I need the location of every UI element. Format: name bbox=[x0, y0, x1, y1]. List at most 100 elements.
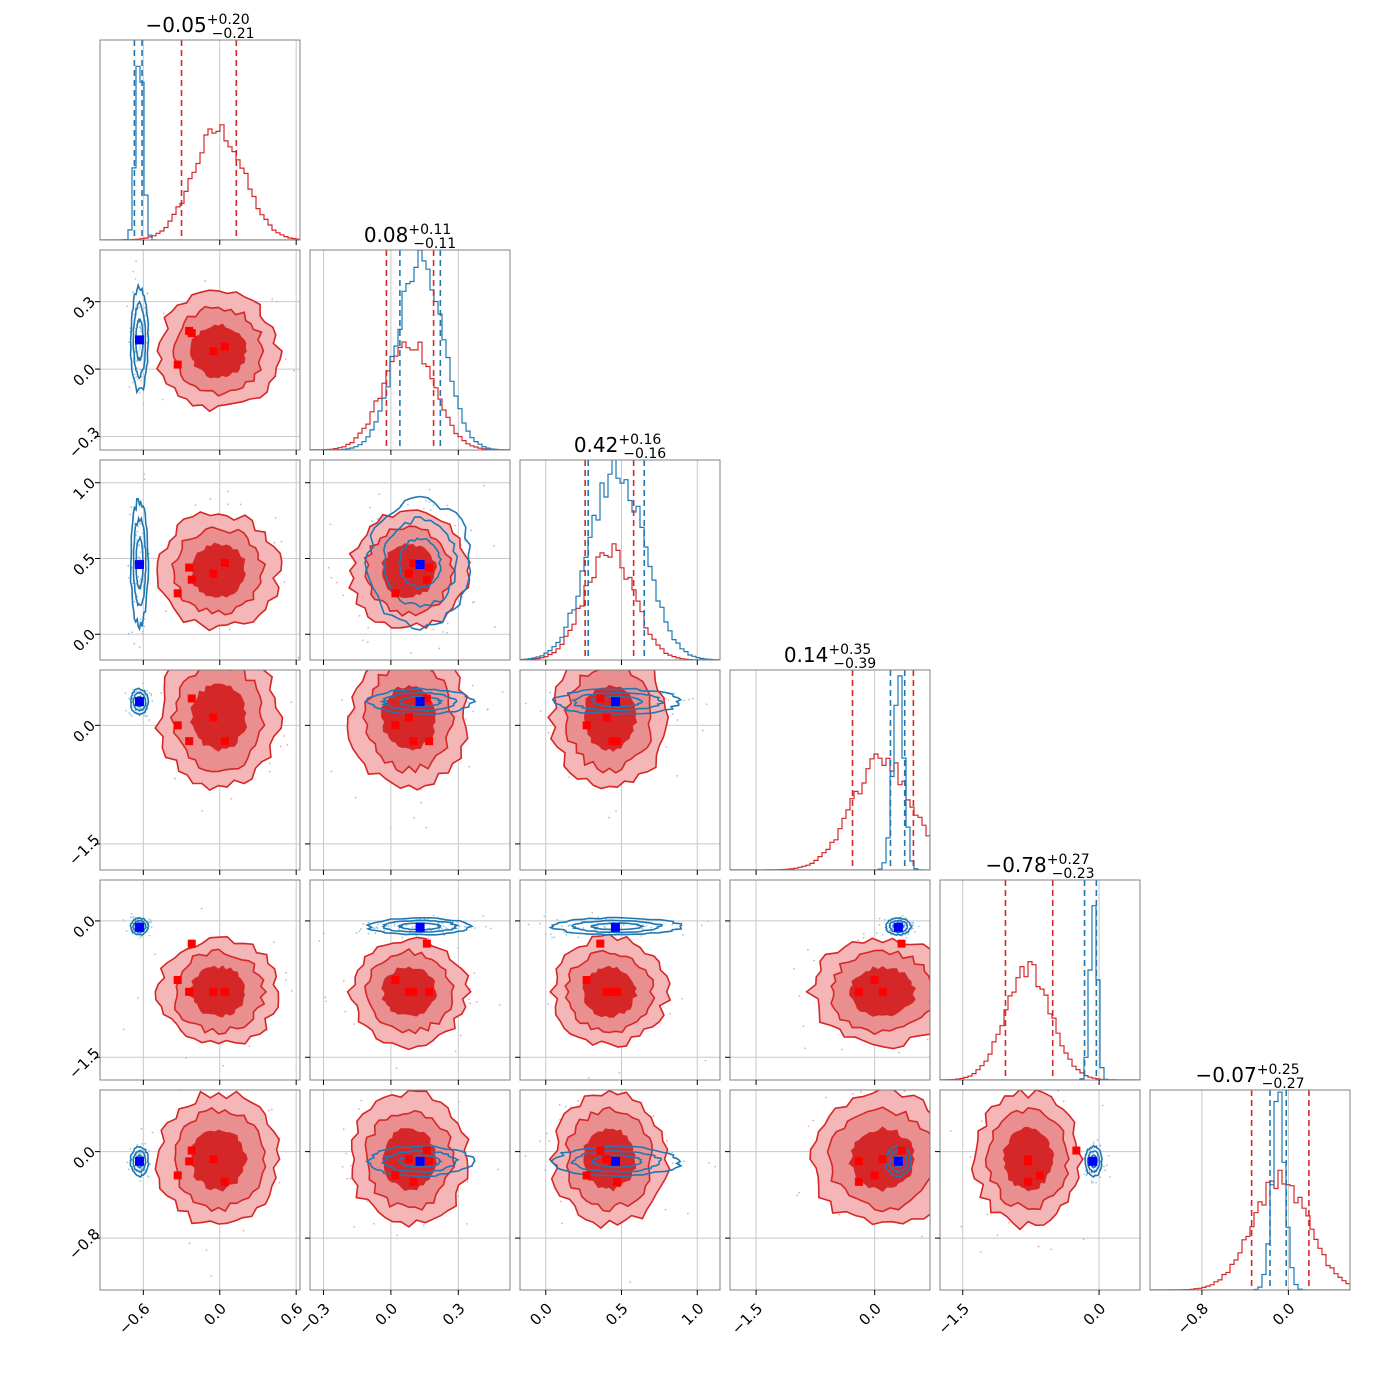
blue-sample-dot bbox=[142, 402, 145, 405]
red-sample-dot bbox=[1008, 1221, 1011, 1224]
red-sample-dot bbox=[377, 923, 379, 926]
red-sample-dot bbox=[367, 626, 370, 629]
red-marker bbox=[391, 976, 400, 984]
title-value: 0.42 bbox=[574, 433, 619, 457]
red-sample-dot bbox=[1091, 1181, 1093, 1184]
hist-panel-2: 0.42+0.16 −0.16 bbox=[519, 432, 721, 665]
blue-histogram bbox=[1150, 1091, 1350, 1290]
blue-sample-dot bbox=[671, 1151, 674, 1154]
red-marker bbox=[185, 326, 194, 335]
title-value: 0.14 bbox=[784, 643, 829, 667]
blue-sample-dot bbox=[714, 1165, 717, 1168]
blue-sample-dot bbox=[135, 376, 138, 378]
red-sample-dot bbox=[335, 581, 338, 584]
blue-sample-dot bbox=[138, 544, 141, 547]
red-sample-dot bbox=[920, 1235, 923, 1238]
blue-sample-dot bbox=[132, 291, 134, 294]
red-sample-dot bbox=[1037, 1245, 1040, 1248]
title-value: −0.78 bbox=[985, 853, 1046, 877]
blue-marker bbox=[415, 697, 425, 707]
blue-contour-3 bbox=[590, 922, 646, 931]
red-marker bbox=[391, 721, 400, 730]
blue-sample-dot bbox=[369, 506, 372, 509]
blue-sample-dot bbox=[373, 927, 376, 930]
blue-sample-dot bbox=[134, 709, 137, 712]
red-sample-dot bbox=[341, 1165, 344, 1168]
red-sample-dot bbox=[273, 541, 276, 544]
blue-sample-dot bbox=[640, 927, 643, 930]
red-sample-dot bbox=[558, 1104, 561, 1106]
blue-sample-dot bbox=[683, 1160, 685, 1163]
red-marker bbox=[185, 563, 194, 572]
red-sample-dot bbox=[273, 941, 276, 944]
red-marker bbox=[870, 976, 879, 984]
blue-sample-dot bbox=[137, 575, 140, 578]
blue-sample-dot bbox=[473, 927, 476, 929]
red-sample-dot bbox=[804, 1047, 807, 1050]
blue-sample-dot bbox=[146, 715, 149, 717]
red-sample-dot bbox=[704, 1059, 707, 1062]
blue-sample-dot bbox=[1092, 1147, 1095, 1150]
blue-sample-dot bbox=[470, 529, 473, 532]
title-plus: +0.11 bbox=[408, 222, 451, 238]
red-sample-dot bbox=[608, 816, 610, 819]
blue-sample-dot bbox=[138, 936, 141, 939]
blue-sample-dot bbox=[544, 933, 547, 936]
red-sample-dot bbox=[361, 639, 364, 642]
blue-sample-dot bbox=[904, 923, 907, 926]
blue-sample-dot bbox=[393, 924, 396, 927]
blue-sample-dot bbox=[329, 523, 332, 526]
blue-contour-2 bbox=[132, 1149, 147, 1174]
blue-sample-dot bbox=[1090, 1179, 1093, 1182]
red-sample-dot bbox=[587, 1076, 590, 1079]
blue-histogram bbox=[520, 460, 720, 660]
red-marker bbox=[854, 987, 863, 996]
blue-sample-dot bbox=[442, 925, 445, 928]
blue-sample-dot bbox=[362, 923, 365, 925]
blue-sample-dot bbox=[135, 582, 137, 585]
blue-contour-1 bbox=[551, 687, 683, 715]
panel-frame bbox=[99, 459, 301, 661]
blue-contour-2 bbox=[570, 1149, 663, 1173]
red-marker bbox=[422, 694, 431, 703]
blue-sample-dot bbox=[138, 306, 141, 309]
panel-frame bbox=[519, 669, 721, 871]
blue-sample-dot bbox=[441, 922, 444, 925]
blue-sample-dot bbox=[1104, 1169, 1107, 1171]
red-sample-dot bbox=[862, 933, 865, 935]
blue-sample-dot bbox=[907, 933, 909, 935]
blue-sample-dot bbox=[878, 923, 881, 926]
blue-sample-dot bbox=[130, 916, 132, 919]
red-sample-dot bbox=[446, 504, 449, 507]
blue-sample-dot bbox=[1088, 1170, 1091, 1173]
blue-sample-dot bbox=[708, 1162, 710, 1164]
blue-sample-dot bbox=[131, 688, 134, 691]
red-histogram bbox=[520, 543, 720, 660]
blue-sample-dot bbox=[144, 1169, 146, 1172]
red-sample-dot bbox=[271, 298, 274, 301]
blue-contour-1 bbox=[550, 1144, 683, 1178]
blue-sample-dot bbox=[124, 692, 127, 695]
blue-contour-1 bbox=[365, 917, 474, 936]
red-sample-dot bbox=[681, 997, 684, 1000]
red-marker bbox=[404, 987, 413, 996]
blue-sample-dot bbox=[139, 345, 141, 348]
red-marker bbox=[602, 987, 611, 996]
blue-sample-dot bbox=[150, 921, 153, 923]
title-minus: −0.16 bbox=[623, 446, 666, 462]
blue-sample-dot bbox=[583, 920, 586, 922]
blue-contour-2 bbox=[1086, 1150, 1101, 1174]
blue-sample-dot bbox=[1108, 1176, 1111, 1178]
red-sample-dot bbox=[410, 651, 413, 654]
blue-sample-dot bbox=[432, 628, 435, 631]
red-marker bbox=[409, 1177, 418, 1186]
red-sample-dot bbox=[454, 1050, 457, 1053]
blue-sample-dot bbox=[700, 924, 703, 927]
blue-sample-dot bbox=[139, 1151, 141, 1154]
blue-sample-dot bbox=[673, 692, 676, 695]
red-sample-dot bbox=[412, 817, 415, 819]
red-sample-dot bbox=[378, 493, 380, 496]
red-sample-dot bbox=[411, 926, 414, 928]
blue-sample-dot bbox=[148, 552, 151, 555]
